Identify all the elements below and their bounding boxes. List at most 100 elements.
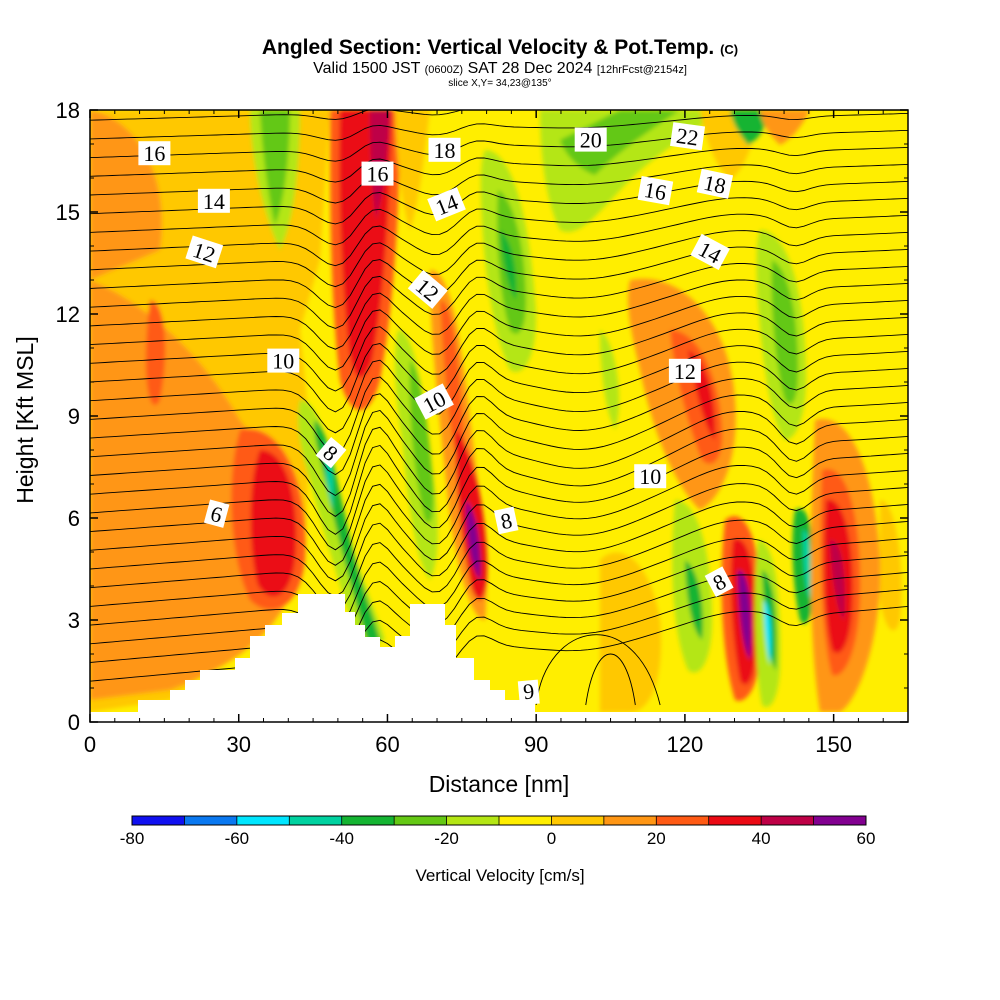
y-axis-title: Height [Kft MSL] xyxy=(12,336,38,503)
x-tick-label: 60 xyxy=(375,732,399,757)
contour-label-bg xyxy=(407,269,448,309)
colorbar-tick-label: 60 xyxy=(857,829,876,848)
contour-label-text: 14 xyxy=(203,189,225,214)
isentrope-line xyxy=(90,537,908,628)
field-band xyxy=(250,450,297,597)
contour-label-bg xyxy=(361,161,394,186)
contour-label-bg xyxy=(690,233,730,271)
isentrope-line xyxy=(90,230,908,288)
potential-temperature-contours xyxy=(90,45,908,706)
colorbar-tick-label: 40 xyxy=(752,829,771,848)
x-tick-label: 150 xyxy=(815,732,852,757)
isentrope-line xyxy=(90,263,908,329)
contour-label: 20 xyxy=(574,127,607,153)
colorbar-swatch xyxy=(132,816,185,825)
contour-label-text: 16 xyxy=(143,141,165,166)
colorbar-title: Vertical Velocity [cm/s] xyxy=(415,866,584,885)
isentrope-line xyxy=(90,411,908,517)
colorbar-swatch xyxy=(446,816,499,825)
colorbar-swatch xyxy=(394,816,447,825)
contour-label: 18 xyxy=(696,168,734,199)
contour-label-bg xyxy=(197,188,230,213)
contour-label-text: 20 xyxy=(580,128,602,153)
y-tick-label: 0 xyxy=(68,710,80,735)
isentrope-line xyxy=(90,571,908,659)
isentrope-line xyxy=(90,428,908,535)
contour-label: 10 xyxy=(267,348,300,374)
isentrope-line xyxy=(90,79,908,101)
isentrope-line xyxy=(90,45,908,64)
contour-label-bg xyxy=(637,176,674,206)
colorbar-tick-label: -40 xyxy=(329,829,354,848)
contour-label-bg xyxy=(704,566,734,598)
colorbar-swatch xyxy=(236,816,290,825)
contour-label-bg xyxy=(267,348,300,373)
contour-label-text: 12 xyxy=(674,359,696,384)
contour-label: 10 xyxy=(634,464,667,489)
x-tick-label: 120 xyxy=(667,732,704,757)
chart-title: Angled Section: Vertical Velocity & Pot.… xyxy=(0,36,1000,60)
isentrope-line xyxy=(90,279,908,350)
isentrope-line xyxy=(90,501,908,597)
contour-label-text: 8 xyxy=(498,508,514,535)
x-axis-title: Distance [nm] xyxy=(429,771,570,797)
contour-label-bg xyxy=(414,383,454,420)
isentrope-line xyxy=(90,197,908,246)
colorbar-tick-label: -60 xyxy=(225,829,250,848)
field-band xyxy=(500,230,517,300)
contour-label-text: 18 xyxy=(434,138,456,163)
contour-label: 16 xyxy=(637,176,674,206)
axes: 0 30 60 90 120 150 0 3 6 9 12 15 18 xyxy=(56,98,908,757)
isentrope-line xyxy=(90,446,908,551)
isentrope-line xyxy=(90,464,908,566)
contour-label-bg xyxy=(696,168,734,199)
colorbar-tick-label: 20 xyxy=(647,829,666,848)
contour-label-bg xyxy=(138,141,171,166)
isentrope-line xyxy=(90,110,464,121)
isentrope-line xyxy=(90,213,908,267)
contour-label-bg xyxy=(203,499,230,528)
contour-label-bg xyxy=(574,127,607,152)
terrain-mask xyxy=(90,594,908,722)
field-band xyxy=(880,500,902,631)
subtitle-zulu: (0600Z) xyxy=(424,64,464,76)
field-band xyxy=(730,110,770,145)
subtitle-valid: Valid 1500 JST xyxy=(313,60,421,77)
contour-label-text: 6 xyxy=(522,679,535,705)
x-tick-label: 0 xyxy=(84,732,96,757)
isentrope-line xyxy=(90,378,908,476)
contour-label-text: 10 xyxy=(639,464,661,489)
colorbar: -80 -60 -40 -20 0 20 40 60 xyxy=(120,815,876,848)
field-band xyxy=(830,540,845,620)
contour-label-bg xyxy=(668,358,701,383)
y-tick-label: 15 xyxy=(56,200,80,225)
contour-label-bg xyxy=(493,506,519,535)
colorbar-swatch xyxy=(289,816,342,825)
field-band xyxy=(90,280,300,700)
contour-label: 18 xyxy=(428,137,461,163)
isentrope-line xyxy=(90,554,908,644)
contour-label: 12 xyxy=(668,358,701,384)
colorbar-swatch xyxy=(341,816,395,825)
contour-label-bg xyxy=(517,679,540,706)
chart-title-text: Angled Section: Vertical Velocity & Pot.… xyxy=(261,36,715,59)
contour-label: 6 xyxy=(203,499,230,528)
field-band xyxy=(600,330,620,430)
contour-label-text: 10 xyxy=(272,349,294,374)
isentrope-line xyxy=(90,361,908,455)
colorbar-swatch xyxy=(761,816,814,825)
slice-label: slice X,Y= 34,23@135° xyxy=(448,78,552,89)
contour-label-bg xyxy=(428,137,461,162)
contour-label: 8 xyxy=(704,566,734,598)
isentrope-line xyxy=(90,345,908,434)
contour-label-text: 16 xyxy=(642,177,668,205)
colorbar-tick-label: -20 xyxy=(434,829,459,848)
contour-label-bg xyxy=(427,187,466,222)
subtitle-forecast: [12hrFcst@2154z] xyxy=(596,64,687,76)
isentrope-line xyxy=(90,394,908,497)
y-tick-label: 6 xyxy=(68,506,80,531)
y-tick-label: 12 xyxy=(56,302,80,327)
field-band xyxy=(440,300,465,470)
